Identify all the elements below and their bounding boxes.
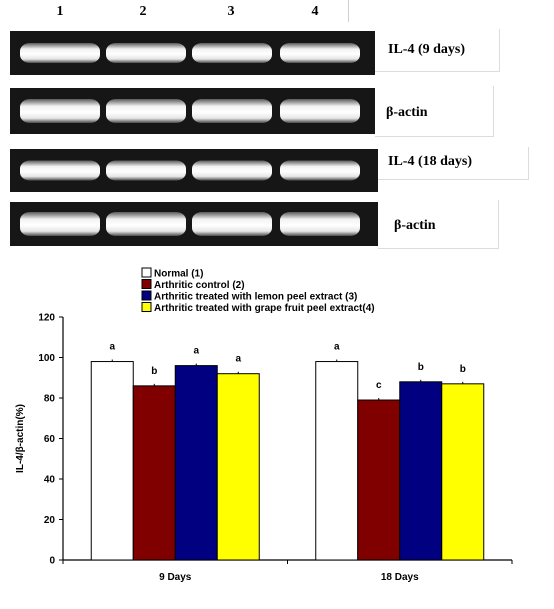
significance-letter: a: [193, 346, 199, 357]
significance-letter: c: [376, 380, 382, 391]
legend-swatch: [141, 290, 152, 301]
x-tick-label: 9 Days: [159, 572, 192, 583]
gel-band: [192, 43, 272, 63]
label-frame: [375, 29, 500, 72]
gel-band: [106, 212, 186, 236]
bar: [399, 381, 443, 561]
lane-number: 4: [311, 4, 319, 19]
lane-number: 3: [227, 4, 235, 19]
significance-box: [233, 353, 244, 364]
chart-svg: Normal (1)Arthritic control (2)Arthritic…: [15, 267, 513, 583]
band-label-il4-18days: IL-4 (18 days): [388, 154, 473, 169]
label-frame: [375, 86, 494, 137]
significance-box: [191, 345, 202, 356]
y-tick-label: 120: [38, 313, 55, 324]
legend-label: Arthritic treated with grape fruit peel …: [154, 303, 375, 314]
significance-box: [415, 361, 426, 372]
gel-band: [20, 43, 100, 63]
significance-letter: a: [109, 342, 115, 353]
y-tick-label: 100: [38, 353, 55, 364]
y-tick-label: 40: [44, 475, 56, 486]
band-label-beta-actin-1: β-actin: [386, 105, 428, 120]
label-frame: [378, 147, 529, 180]
gel-band: [106, 43, 186, 63]
y-axis-label: IL-4/β-actin(%): [15, 404, 26, 473]
gel-band: [20, 99, 100, 123]
gel-band: [280, 160, 360, 181]
significance-letter: b: [460, 364, 466, 375]
x-tick-label: 18 Days: [381, 572, 419, 583]
band-label-beta-actin-2: β-actin: [394, 218, 436, 233]
legend-label: Normal (1): [154, 269, 203, 280]
label-frame: [378, 200, 499, 249]
significance-letter: b: [151, 366, 157, 377]
gel-band: [192, 212, 272, 236]
y-tick-label: 80: [44, 394, 56, 405]
gel-band: [106, 160, 186, 181]
legend-swatch: [141, 302, 152, 312]
significance-box: [457, 363, 468, 374]
bar: [441, 383, 485, 561]
significance-letter: a: [334, 342, 340, 353]
gel-band: [106, 99, 186, 123]
significance-box: [373, 380, 384, 391]
significance-box: [331, 341, 342, 352]
y-tick-label: 20: [44, 515, 56, 526]
band-label-il4-9days: IL-4 (9 days): [388, 42, 466, 57]
lane-header-divider: [348, 0, 349, 22]
significance-box: [149, 365, 160, 376]
legend-label: Arthritic treated with lemon peel extrac…: [154, 292, 357, 303]
gel-band: [280, 212, 360, 236]
y-tick-label: 60: [44, 434, 56, 445]
gel-bands-svg: [20, 43, 360, 236]
lane-number: 1: [56, 4, 64, 19]
gel-band: [280, 99, 360, 123]
bar: [132, 385, 176, 561]
significance-box: [107, 341, 118, 352]
lane-number: 2: [139, 4, 147, 19]
gel-band: [192, 160, 272, 181]
gel-band: [20, 160, 100, 181]
significance-letter: b: [418, 362, 424, 373]
bar: [357, 399, 401, 561]
gel-band: [192, 99, 272, 123]
y-tick-label: 0: [49, 556, 55, 567]
gel-band: [20, 212, 100, 236]
gel-band: [280, 43, 360, 63]
bar: [90, 361, 134, 561]
legend-swatch: [141, 267, 152, 278]
significance-letter: a: [235, 354, 241, 365]
bar: [315, 361, 359, 561]
legend-label: Arthritic control (2): [154, 280, 245, 291]
legend-swatch: [141, 279, 152, 289]
bar: [216, 373, 260, 561]
bar: [174, 365, 218, 561]
